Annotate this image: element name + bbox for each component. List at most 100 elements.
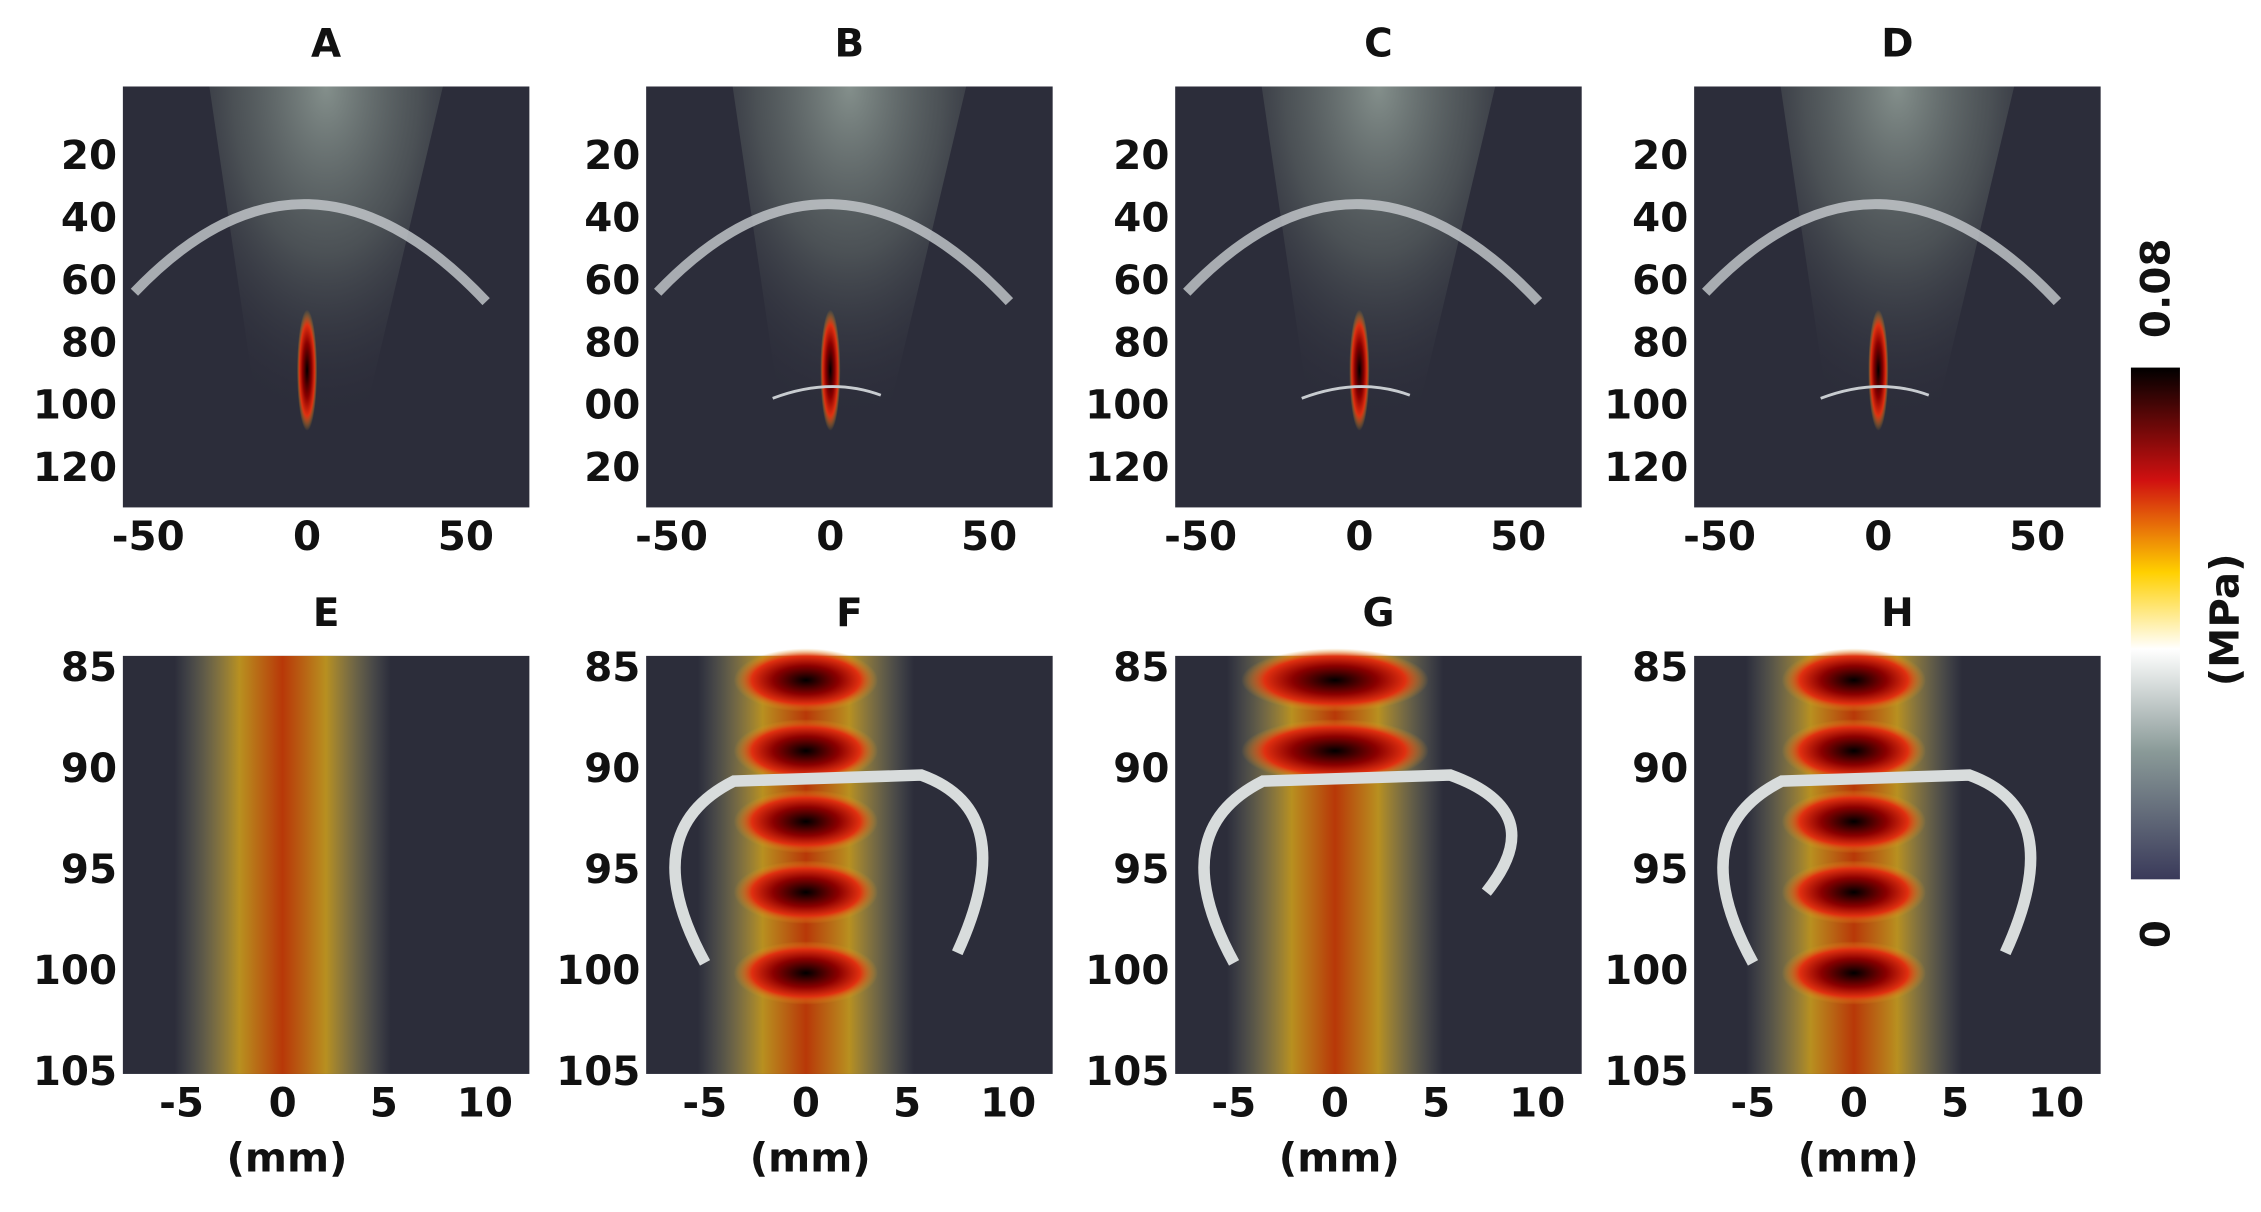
pressure-lobe xyxy=(1241,719,1429,783)
panel-title: D xyxy=(1881,22,1913,67)
pressure-lobe xyxy=(733,648,878,712)
y-tick-label: 80 xyxy=(1632,319,1688,366)
y-tick-label: 40 xyxy=(61,195,117,242)
x-tick-label: -5 xyxy=(1211,1080,1256,1127)
beam-fan xyxy=(1780,86,2015,508)
y-tick-label: 40 xyxy=(1113,195,1169,242)
x-tick-label: 0 xyxy=(293,513,321,560)
y-tick-label: 00 xyxy=(584,382,640,429)
y-tick-label: 85 xyxy=(1113,644,1169,691)
pressure-lobe xyxy=(1781,941,1926,1005)
y-tick-label: 90 xyxy=(1113,745,1169,792)
x-tick-label: -5 xyxy=(1730,1080,1775,1127)
x-tick-label: 50 xyxy=(2009,513,2065,560)
x-tick-label: -50 xyxy=(1683,513,1756,560)
x-tick-label: 5 xyxy=(1422,1080,1450,1127)
pressure-lobe xyxy=(1781,789,1926,854)
y-tick-label: 60 xyxy=(584,257,640,304)
y-tick-label: 100 xyxy=(1085,382,1169,429)
skull-outline xyxy=(130,199,490,306)
x-tick-label: 10 xyxy=(457,1080,513,1127)
skull-outline xyxy=(1702,199,2062,306)
x-tick-label: -5 xyxy=(682,1080,727,1127)
bone-outline xyxy=(669,769,989,966)
focal-spot xyxy=(1349,309,1370,431)
focal-spot xyxy=(820,309,841,431)
x-tick-label: -50 xyxy=(112,513,185,560)
y-tick-label: 105 xyxy=(33,1048,117,1095)
x-tick-label: 0 xyxy=(1840,1080,1868,1127)
x-tick-label: 50 xyxy=(438,513,494,560)
colorbar-label: (MPa) xyxy=(2202,553,2249,686)
x-tick-label: 0 xyxy=(816,513,844,560)
x-tick-label: 50 xyxy=(961,513,1017,560)
pressure-lobe xyxy=(733,860,878,924)
beam-fan xyxy=(1261,86,1496,508)
y-tick-label: 20 xyxy=(1632,132,1688,179)
y-tick-label: 40 xyxy=(584,195,640,242)
y-tick-label: 90 xyxy=(1632,745,1688,792)
beam-fan xyxy=(732,86,967,508)
y-tick-label: 100 xyxy=(556,947,640,994)
skull-outline xyxy=(654,199,1014,306)
y-tick-label: 20 xyxy=(584,444,640,491)
y-tick-label: 120 xyxy=(1085,444,1169,491)
x-tick-label: -5 xyxy=(159,1080,204,1127)
x-axis-label: (mm) xyxy=(226,1134,347,1181)
x-tick-label: 5 xyxy=(893,1080,921,1127)
x-tick-label: 0 xyxy=(269,1080,297,1127)
pressure-lobe xyxy=(1781,860,1926,924)
y-tick-label: 85 xyxy=(584,644,640,691)
focal-spot xyxy=(1868,309,1889,431)
y-tick-label: 60 xyxy=(1632,257,1688,304)
y-tick-label: 20 xyxy=(1113,132,1169,179)
y-tick-label: 100 xyxy=(1604,947,1688,994)
x-tick-label: 5 xyxy=(370,1080,398,1127)
y-tick-label: 80 xyxy=(61,319,117,366)
y-tick-label: 95 xyxy=(61,846,117,893)
x-tick-label: -50 xyxy=(635,513,708,560)
panel-title: H xyxy=(1881,591,1914,636)
colorbar-tick-label: 0 xyxy=(2132,920,2179,948)
pressure-lobe xyxy=(1781,648,1926,712)
pressure-lobe xyxy=(733,941,878,1005)
x-axis-label: (mm) xyxy=(1798,1134,1919,1181)
y-tick-label: 20 xyxy=(61,132,117,179)
x-tick-label: 50 xyxy=(1490,513,1546,560)
pressure-lobe xyxy=(733,719,878,783)
y-tick-label: 80 xyxy=(584,319,640,366)
x-tick-label: -50 xyxy=(1164,513,1237,560)
y-tick-label: 90 xyxy=(61,745,117,792)
y-tick-label: 120 xyxy=(1604,444,1688,491)
y-tick-label: 85 xyxy=(1632,644,1688,691)
structure-outline xyxy=(1301,385,1411,400)
y-tick-label: 40 xyxy=(1632,195,1688,242)
y-tick-label: 100 xyxy=(33,947,117,994)
panel-title: G xyxy=(1362,591,1394,636)
y-tick-label: 85 xyxy=(61,644,117,691)
x-tick-label: 10 xyxy=(1509,1080,1565,1127)
x-tick-label: 0 xyxy=(1864,513,1892,560)
y-tick-label: 100 xyxy=(33,382,117,429)
colorbar-tick-label: 0.08 xyxy=(2132,239,2179,339)
panel-title: B xyxy=(835,22,865,67)
colorbar xyxy=(2130,367,2180,880)
y-tick-label: 100 xyxy=(1604,382,1688,429)
skull-outline xyxy=(1183,199,1543,306)
structure-outline xyxy=(772,385,882,400)
y-tick-label: 105 xyxy=(556,1048,640,1095)
x-tick-label: 10 xyxy=(980,1080,1036,1127)
x-axis-label: (mm) xyxy=(1279,1134,1400,1181)
panel-title: C xyxy=(1364,22,1393,67)
panel-title: F xyxy=(836,591,863,636)
y-tick-label: 95 xyxy=(1632,846,1688,893)
y-tick-label: 120 xyxy=(33,444,117,491)
pressure-lobe xyxy=(1781,719,1926,783)
pressure-lobe xyxy=(733,789,878,854)
y-tick-label: 105 xyxy=(1085,1048,1169,1095)
pressure-lobe xyxy=(1241,648,1429,712)
x-tick-label: 0 xyxy=(1321,1080,1349,1127)
x-tick-label: 0 xyxy=(792,1080,820,1127)
